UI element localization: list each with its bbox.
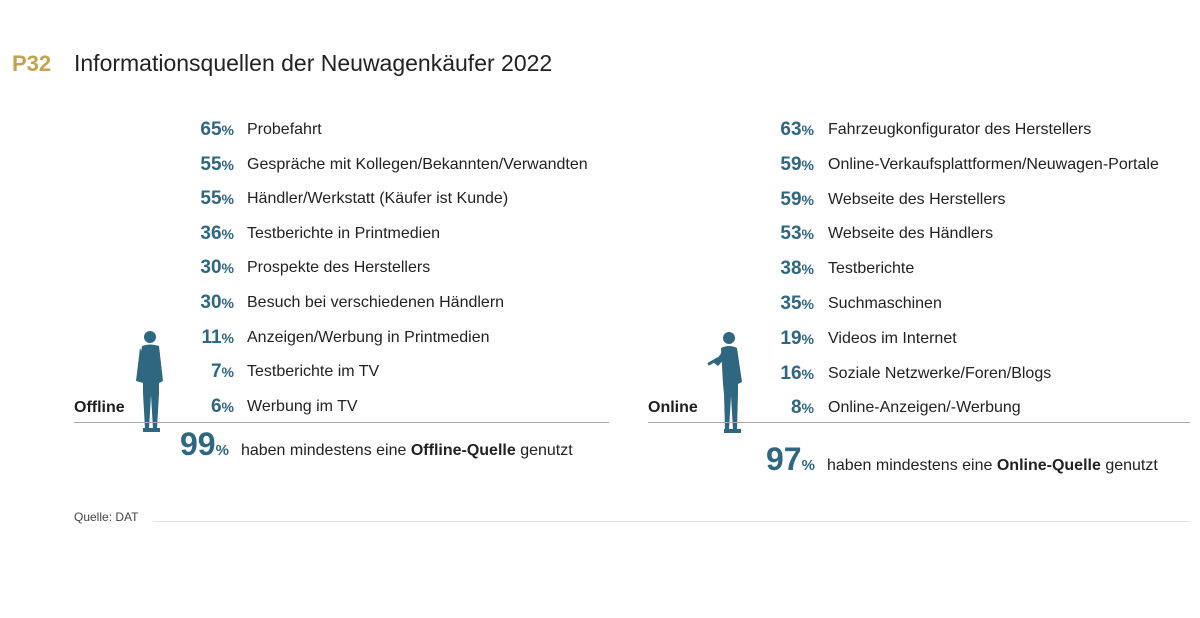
online-row-value: 19%: [780, 327, 814, 349]
offline-row-value: 11%: [201, 326, 234, 348]
online-row: 8% Online-Anzeigen/-Werbung: [774, 394, 1021, 422]
online-row: 19% Videos im Internet: [774, 325, 957, 353]
online-divider: [648, 422, 1190, 423]
online-row-label: Online-Anzeigen/-Werbung: [828, 399, 1021, 417]
offline-row: 7% Testberichte im TV: [194, 358, 379, 386]
offline-row-label: Händler/Werkstatt (Käufer ist Kunde): [247, 190, 509, 208]
offline-row-label: Anzeigen/Werbung in Printmedien: [247, 328, 490, 346]
online-row: 35% Suchmaschinen: [774, 290, 942, 318]
offline-row: 55% Gespräche mit Kollegen/Bekannten/Verw…: [194, 151, 588, 179]
online-total-text: haben mindestens eine Online-Quelle genu…: [826, 457, 1158, 474]
offline-row-value: 65%: [200, 119, 234, 140]
offline-row-value: 55%: [200, 188, 234, 210]
offline-row: 55% Händler/Werkstatt (Käufer ist Kunde): [194, 185, 508, 213]
online-row-label: Testberichte: [828, 260, 915, 278]
online-row-value: 35%: [780, 293, 814, 314]
offline-divider: [74, 422, 609, 423]
online-row-label: Webseite des Händlers: [828, 225, 994, 243]
online-row: 53% Webseite des Händlers: [774, 220, 993, 248]
online-row-label: Videos im Internet: [828, 329, 957, 347]
offline-row-value: 55%: [200, 153, 234, 175]
offline-row-label: Testberichte im TV: [247, 363, 380, 381]
online-row: 59% Online-Verkaufsplattformen/Neuwagen-P…: [774, 151, 1159, 179]
online-row: 38% Testberichte: [774, 255, 914, 283]
online-row: 63% Fahrzeugkonfigurator des Herstellers: [774, 116, 1091, 144]
offline-row-label: Besuch bei verschiedenen Händlern: [247, 294, 505, 311]
offline-row: 11% Anzeigen/Werbung in Printmedien: [194, 324, 490, 352]
source-divider: [153, 521, 1190, 522]
online-row-label: Fahrzeugkonfigurator des Herstellers: [828, 121, 1092, 138]
offline-total: 99% haben mindestens eine Offline-Quelle…: [180, 426, 573, 463]
offline-row-value: 30%: [200, 257, 234, 279]
person-with-tablet-icon: [707, 332, 742, 433]
offline-row-value: 7%: [210, 361, 234, 383]
offline-row-value: 36%: [200, 222, 234, 244]
online-row: 59% Webseite des Herstellers: [774, 186, 1006, 214]
offline-row-label: Prospekte des Herstellers: [247, 259, 431, 277]
offline-row-label: Probefahrt: [247, 121, 322, 138]
offline-total-value: 99%: [180, 426, 229, 462]
offline-row: 36% Testberichte in Printmedien: [194, 220, 440, 248]
offline-row-label: Testberichte in Printmedien: [247, 224, 440, 242]
offline-row-value: 6%: [210, 395, 234, 417]
online-total: 97% haben mindestens eine Online-Quelle …: [766, 441, 1158, 478]
chart-title: Informationsquellen der Neuwagenkäufer 2…: [74, 50, 553, 76]
offline-row: 30% Prospekte des Herstellers: [194, 254, 430, 282]
offline-row-label: Werbung im TV: [247, 397, 358, 415]
offline-row-label: Gespräche mit Kollegen/Bekannten/Verwand…: [247, 155, 588, 173]
online-row-value: 16%: [780, 362, 814, 384]
online-row-value: 8%: [790, 397, 814, 419]
online-row-value: 59%: [780, 188, 814, 210]
online-row-value: 59%: [780, 153, 814, 175]
standing-person-icon: [136, 331, 163, 432]
online-total-value: 97%: [766, 441, 815, 477]
online-group-label: Online: [648, 399, 698, 416]
offline-total-text: haben mindestens eine Offline-Quelle gen…: [240, 442, 573, 459]
online-row-label: Webseite des Herstellers: [828, 190, 1006, 208]
offline-row-value: 30%: [200, 292, 234, 313]
online-row-value: 38%: [780, 258, 814, 280]
online-row-value: 53%: [780, 223, 814, 245]
online-row-value: 63%: [780, 119, 814, 140]
online-row-label: Online-Verkaufsplattformen/Neuwagen-Port…: [828, 155, 1159, 173]
offline-row: 65% Probefahrt: [194, 116, 322, 144]
online-row-label: Soziale Netzwerke/Foren/Blogs: [828, 364, 1052, 382]
online-row-label: Suchmaschinen: [828, 295, 942, 312]
source-note: Quelle: DAT: [74, 510, 139, 524]
offline-group-label: Offline: [74, 399, 125, 416]
offline-row: 30% Besuch bei verschiedenen Händlern: [194, 289, 504, 317]
offline-row: 6% Werbung im TV: [194, 393, 358, 421]
chart-code: P32: [12, 51, 52, 76]
online-row: 16% Soziale Netzwerke/Foren/Blogs: [774, 360, 1051, 388]
